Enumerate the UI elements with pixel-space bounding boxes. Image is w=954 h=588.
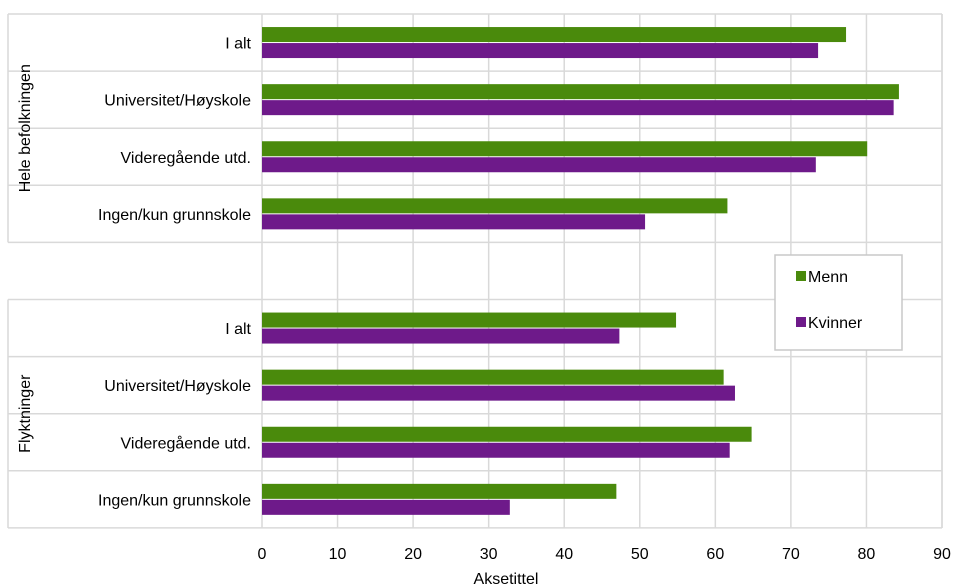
bar-menn-1-3 xyxy=(262,483,617,499)
category-label: Ingen/kun grunnskole xyxy=(98,207,251,224)
x-tick-label: 60 xyxy=(706,546,724,563)
bar-kvinner-1-2 xyxy=(262,442,730,458)
group-label: Flyktninger xyxy=(17,374,34,453)
group-labels: Hele befolkningen Flyktninger xyxy=(17,64,34,453)
category-labels: I alt Universitet/Høyskole Videregående ut… xyxy=(98,36,252,510)
bar-menn-0-3 xyxy=(262,198,728,214)
x-tick-label: 70 xyxy=(782,546,800,563)
bar-menn-1-1 xyxy=(262,369,724,385)
category-label: Universitet/Høyskole xyxy=(104,378,251,395)
bar-kvinner-0-1 xyxy=(262,100,894,116)
legend-box xyxy=(774,254,903,351)
category-label: Ingen/kun grunnskole xyxy=(98,492,251,509)
category-label: I alt xyxy=(225,36,251,53)
legend-swatch-menn xyxy=(796,271,806,281)
category-label: Videregående utd. xyxy=(121,149,251,167)
bar-menn-0-1 xyxy=(262,84,899,100)
x-tick-label: 90 xyxy=(933,546,951,563)
x-tick-label: 50 xyxy=(631,546,649,563)
x-axis-title: Aksetittel xyxy=(474,571,539,588)
category-label: Universitet/Høyskole xyxy=(104,93,251,110)
bar-menn-0-2 xyxy=(262,141,868,157)
bar-kvinner-1-1 xyxy=(262,385,735,401)
group-label: Hele befolkningen xyxy=(17,64,34,192)
x-axis-ticks: 0 10 20 30 40 50 60 70 80 90 xyxy=(258,546,951,563)
bar-menn-0-0 xyxy=(262,27,847,43)
bar-kvinner-1-0 xyxy=(262,328,620,344)
category-label: I alt xyxy=(225,321,251,338)
bar-kvinner-0-3 xyxy=(262,214,646,230)
legend-label-menn: Menn xyxy=(808,269,848,286)
bar-menn-1-2 xyxy=(262,426,752,442)
bar-menn-1-0 xyxy=(262,312,677,328)
bar-kvinner-0-2 xyxy=(262,157,816,173)
bar-kvinner-0-0 xyxy=(262,43,819,59)
x-tick-label: 30 xyxy=(480,546,498,563)
x-tick-label: 0 xyxy=(258,546,267,563)
bars xyxy=(262,27,899,515)
x-tick-label: 10 xyxy=(329,546,347,563)
category-label: Videregående utd. xyxy=(121,434,251,452)
x-tick-label: 20 xyxy=(404,546,422,563)
plot-frame xyxy=(7,13,943,529)
legend: Menn Kvinner xyxy=(774,254,903,351)
x-tick-label: 80 xyxy=(858,546,876,563)
legend-label-kvinner: Kvinner xyxy=(808,315,863,332)
legend-swatch-kvinner xyxy=(796,317,806,327)
x-tick-label: 40 xyxy=(555,546,573,563)
bar-kvinner-1-3 xyxy=(262,499,510,515)
